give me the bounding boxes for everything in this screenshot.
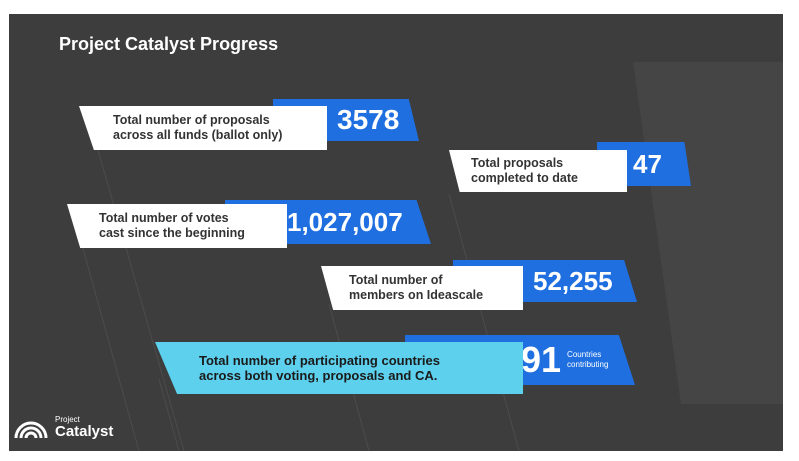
- stat-label: Total number of proposals across all fun…: [79, 106, 327, 150]
- page-title: Project Catalyst Progress: [59, 34, 279, 54]
- stat-label-line: Total number of votes: [99, 211, 229, 225]
- stat-value-number: 91: [521, 339, 562, 380]
- stat-label-line: Total number of: [349, 273, 443, 287]
- stat-label-line: across all funds (ballot only): [113, 128, 283, 142]
- stat-label: Total proposals completed to date: [449, 150, 627, 192]
- logo-big-text: Catalyst: [55, 422, 114, 440]
- logo-small-text: Project: [55, 414, 80, 424]
- stat-unit-line: contributing: [567, 360, 609, 369]
- stat-label-line: completed to date: [471, 171, 578, 185]
- stat-label: Total number of participating countries …: [155, 342, 523, 394]
- stat-label: Total number of votes cast since the beg…: [67, 204, 287, 248]
- rainbow-arcs-icon: [14, 421, 48, 439]
- stat-label-line: Total proposals: [471, 156, 564, 170]
- stat-label: Total number of members on Ideascale: [321, 266, 523, 310]
- stat-label-line: Total number of participating countries: [199, 353, 440, 368]
- project-catalyst-logo: Project Catalyst: [13, 412, 113, 442]
- stat-unit-line: Countries: [567, 350, 602, 359]
- slide: Project Catalyst Progress 3578 Total num…: [9, 14, 783, 451]
- stat-label-line: across both voting, proposals and CA.: [199, 368, 438, 383]
- stat-label-line: Total number of proposals: [113, 113, 270, 127]
- stat-unit: Countries contributing: [567, 350, 608, 370]
- stat-label-line: cast since the beginning: [99, 226, 245, 240]
- stat-label-line: members on Ideascale: [349, 288, 484, 302]
